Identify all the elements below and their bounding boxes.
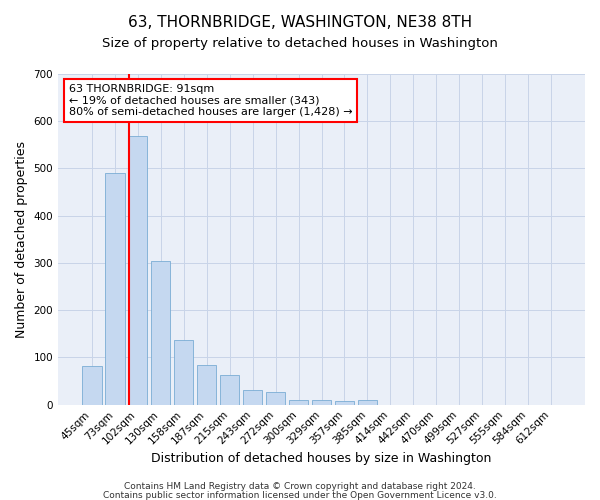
Bar (151, 261, 170, 404)
Text: 63 THORNBRIDGE: 91sqm
← 19% of detached houses are smaller (343)
80% of semi-det: 63 THORNBRIDGE: 91sqm ← 19% of detached … (68, 84, 352, 117)
Bar (312, 400, 331, 404)
Bar (289, 400, 308, 404)
X-axis label: Distribution of detached houses by size in Washington: Distribution of detached houses by size … (151, 452, 492, 465)
Bar (174, 340, 193, 404)
Bar (266, 392, 286, 404)
Bar (128, 136, 148, 404)
Bar (197, 364, 217, 405)
Text: Size of property relative to detached houses in Washington: Size of property relative to detached ho… (102, 38, 498, 51)
Text: 63, THORNBRIDGE, WASHINGTON, NE38 8TH: 63, THORNBRIDGE, WASHINGTON, NE38 8TH (128, 15, 472, 30)
Text: Contains HM Land Registry data © Crown copyright and database right 2024.: Contains HM Land Registry data © Crown c… (124, 482, 476, 491)
Bar (105, 173, 125, 404)
Bar (82, 366, 101, 405)
Bar (220, 375, 239, 404)
Bar (335, 401, 354, 404)
Bar (358, 400, 377, 404)
Bar (243, 390, 262, 404)
Y-axis label: Number of detached properties: Number of detached properties (15, 141, 28, 338)
Text: Contains public sector information licensed under the Open Government Licence v3: Contains public sector information licen… (103, 490, 497, 500)
